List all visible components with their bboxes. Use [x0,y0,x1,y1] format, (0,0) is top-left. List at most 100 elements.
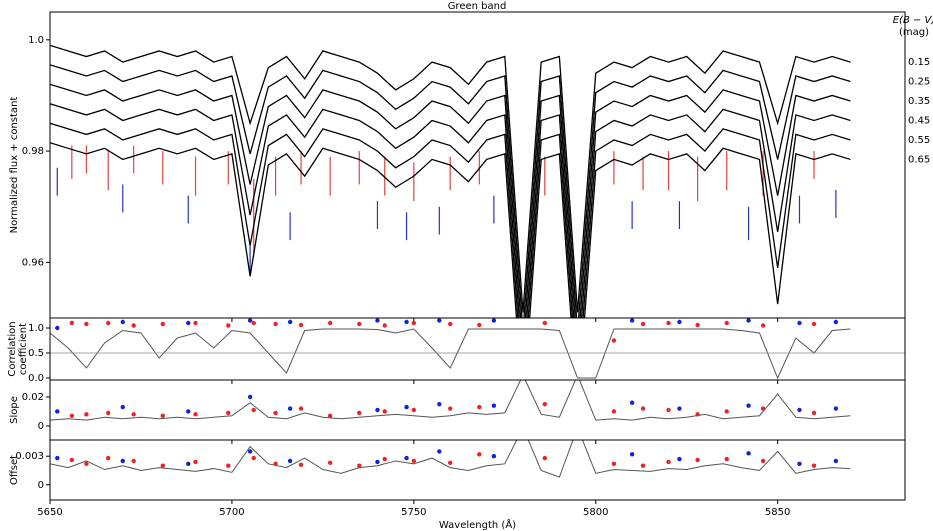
point [695,412,700,417]
series-line [50,103,851,318]
series-label: 0.15 [908,57,930,68]
point [327,460,333,466]
point [382,456,387,462]
point [247,318,253,323]
point [287,406,293,411]
point [437,449,442,454]
point [251,407,256,413]
series-line [50,142,851,318]
point [160,321,165,327]
point [477,452,482,457]
point [247,394,253,400]
point [760,406,766,411]
point [273,461,278,467]
x-tick-label: 5850 [765,507,790,518]
legend-title: E(B − V) [893,15,933,26]
point [746,318,751,323]
point [106,320,111,326]
point [411,458,417,464]
point [411,407,417,413]
point [666,320,671,326]
point [55,455,60,461]
point [193,412,198,417]
point [327,320,333,326]
plot-area [50,44,851,318]
x-tick-label: 5800 [583,507,608,518]
point [640,321,646,327]
point [629,318,635,323]
point [746,403,751,408]
axes-frame [49,439,906,501]
point [666,459,671,465]
point [811,410,817,416]
point [84,461,89,467]
point [186,320,191,326]
point [477,404,482,410]
point [131,412,136,417]
point [611,409,617,414]
point [437,402,442,407]
point [797,461,802,467]
point [120,319,125,325]
x-axis-label: Wavelength (Å) [439,518,516,531]
y-axis-label: Normalized flux + constant [9,97,20,234]
axes-frame [49,379,906,441]
point [357,410,362,416]
point [251,320,256,326]
point [833,319,839,325]
point [287,458,293,464]
plot-area [50,440,851,478]
point [69,413,75,418]
point [357,321,362,327]
point [611,461,617,467]
point [448,460,453,466]
point [404,455,409,461]
y-tick-label: 0.98 [22,146,44,157]
point [448,406,453,411]
point [131,458,136,464]
y-axis-label: Offset [9,455,20,485]
plot-area [50,318,851,380]
series-line [50,64,851,318]
legend-title: (mag) [899,27,929,38]
point [491,318,497,323]
point [120,458,125,464]
point [186,409,191,414]
point [833,458,839,464]
axes-frame [49,317,906,381]
plot-area [50,380,851,421]
point [411,320,417,326]
point [357,463,362,468]
point [677,406,682,411]
point [437,318,442,323]
point [247,449,253,454]
point [106,410,111,416]
point [811,321,817,327]
point [55,409,60,414]
point [375,459,380,465]
point [382,409,387,414]
point [491,453,497,459]
point [666,407,671,413]
chart-title: Green band [448,1,507,12]
point [640,406,646,411]
point [186,461,191,467]
y-tick-label: 0.5 [28,348,44,359]
point [193,459,198,465]
point [298,462,304,467]
point [611,338,617,343]
y-axis-label: coefficient [18,323,29,375]
point [477,322,482,328]
y-axis-label: Correlation [7,321,18,376]
point [226,463,231,468]
point [298,406,304,411]
y-tick-label: 0.02 [22,392,44,403]
y-tick-label: 1.0 [28,35,44,46]
y-tick-label: 0.003 [15,451,44,462]
series-label: 0.65 [908,154,930,165]
y-tick-label: 1.0 [28,323,44,334]
point [298,322,304,328]
point [797,320,802,326]
point [542,455,548,461]
